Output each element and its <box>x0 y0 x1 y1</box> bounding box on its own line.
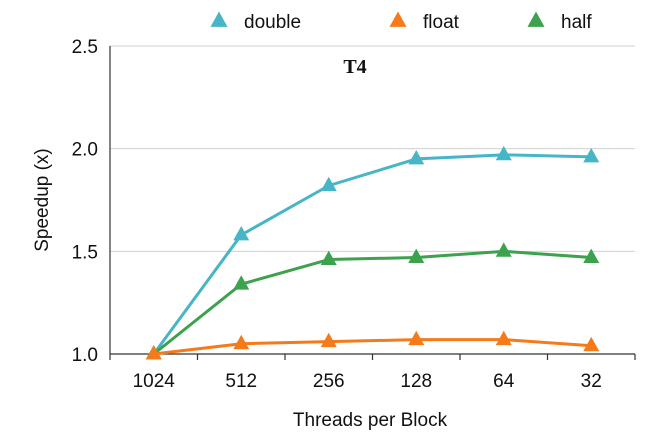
data-point-float <box>408 330 425 346</box>
chart-title: T4 <box>343 56 366 78</box>
data-point-half <box>583 248 600 263</box>
data-point-double <box>408 150 425 165</box>
y-tick-label: 2.5 <box>72 37 98 58</box>
legend-marker-half <box>527 11 545 27</box>
x-tick-label: 256 <box>313 371 345 392</box>
data-point-float <box>320 332 337 348</box>
x-axis-label: Threads per Block <box>293 410 448 431</box>
legend-label-float: float <box>423 12 460 33</box>
series-line-half <box>152 249 592 356</box>
legend-marker-float <box>389 11 407 27</box>
legend: double float half <box>210 11 592 33</box>
tick-labels: 1.0 1.5 2.0 2.5 1024 512 256 128 64 32 <box>72 37 602 392</box>
legend-label-half: half <box>561 12 592 33</box>
y-axis-label: Speedup (x) <box>32 148 53 252</box>
data-point-double <box>583 147 600 163</box>
gridlines <box>110 45 635 252</box>
y-tick-label: 1.0 <box>72 345 98 366</box>
data-point-double <box>495 145 512 161</box>
data-point-half <box>408 248 425 263</box>
data-point-double <box>320 176 337 192</box>
data-point-double <box>233 225 250 241</box>
y-tick-label: 2.0 <box>72 140 98 161</box>
data-point-float <box>583 336 600 352</box>
data-point-half <box>233 275 250 290</box>
series-line-float <box>153 338 592 356</box>
data-point-half <box>495 242 512 257</box>
x-tick-label: 32 <box>581 371 602 392</box>
x-tick-label: 64 <box>493 371 515 392</box>
series-line-double <box>152 153 592 355</box>
data-point-float <box>233 334 250 350</box>
axes <box>109 46 636 360</box>
x-tick-label: 128 <box>400 371 432 392</box>
legend-label-double: double <box>244 12 301 33</box>
series-lines <box>145 145 600 360</box>
y-tick-label: 1.5 <box>72 242 98 263</box>
data-point-half <box>320 250 337 266</box>
x-tick-label: 1024 <box>133 371 176 392</box>
data-point-float <box>495 330 512 346</box>
legend-marker-double <box>210 11 228 27</box>
x-tick-label: 512 <box>225 371 257 392</box>
data-point-float <box>145 345 162 360</box>
